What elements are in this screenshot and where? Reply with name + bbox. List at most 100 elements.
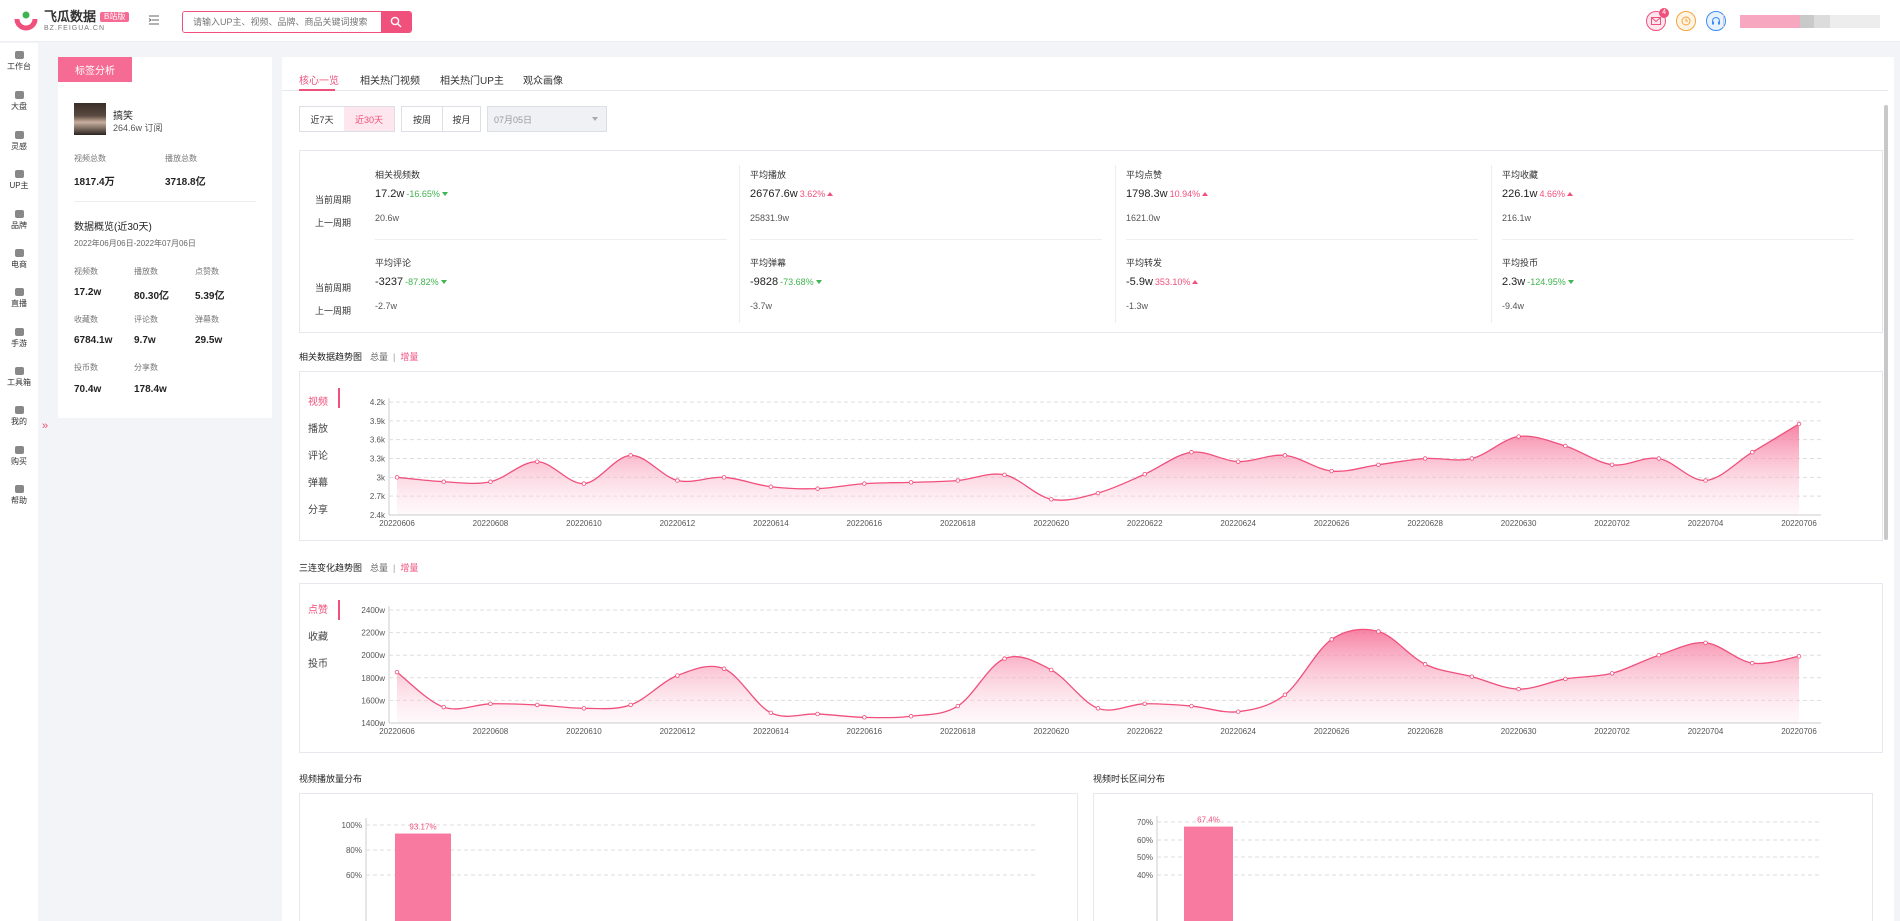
data-point <box>1095 490 1101 496</box>
nav-item-inspiration[interactable]: 灵感 <box>0 131 38 152</box>
data-point <box>1750 450 1755 455</box>
arrow-up-icon <box>1567 192 1574 197</box>
toggle-total-button[interactable]: 总量 <box>370 352 389 362</box>
message-button[interactable]: 4 <box>1646 8 1669 31</box>
trend-menu-play[interactable]: 播放 <box>308 424 328 435</box>
data-point <box>1236 459 1241 464</box>
metric-title: 平均播放 <box>750 170 787 180</box>
menu-toggle-icon[interactable] <box>148 14 160 26</box>
nav-label: 工具箱 <box>7 378 31 387</box>
data-point <box>1329 637 1334 642</box>
nav-item-live[interactable]: 直播 <box>0 288 38 309</box>
nav-item-mine[interactable]: 我的 <box>0 406 38 427</box>
data-point <box>1376 462 1381 467</box>
left-nav: 工作台 大盘 灵感 UP主 品牌 电商 直播 手游 工具箱 我的 购买 帮助 <box>0 43 38 921</box>
data-point <box>581 481 587 486</box>
trend-menu-comment[interactable]: 评论 <box>308 451 328 462</box>
nav-item-help[interactable]: 帮助 <box>0 485 38 506</box>
notification-count: 4 <box>1659 8 1669 18</box>
tab-hot-up[interactable]: 相关热门UP主 <box>440 76 504 87</box>
date-select[interactable]: 07月05日 <box>487 106 607 132</box>
collapse-arrow-icon[interactable]: » <box>42 420 49 432</box>
tab-core-overview[interactable]: 核心一览 <box>299 76 339 87</box>
toggle-total-button[interactable]: 总量 <box>370 563 389 573</box>
metric-previous: 25831.9w <box>750 213 790 223</box>
trend-title: 相关数据趋势图 <box>299 352 363 362</box>
toggle-increment-button[interactable]: 增量 <box>400 352 419 362</box>
data-point <box>581 706 587 711</box>
range-7-days-button[interactable]: 近7天 <box>310 114 334 125</box>
scrollbar[interactable] <box>1884 105 1888 540</box>
arrow-down-icon <box>440 280 447 285</box>
toggle-increment-button[interactable]: 增量 <box>400 563 419 573</box>
nav-label: 购买 <box>11 457 27 466</box>
bulb-icon <box>14 131 24 139</box>
metric-current-value: 2.3w <box>1502 276 1526 288</box>
data-point <box>862 715 867 720</box>
tab-hot-videos[interactable]: 相关热门视频 <box>360 76 420 87</box>
history-button[interactable] <box>1676 11 1696 31</box>
stats-divider <box>1502 239 1854 240</box>
search-button[interactable] <box>381 12 411 32</box>
data-point <box>768 484 774 489</box>
x-tick-label: 20220612 <box>660 727 696 736</box>
nav-label: 品牌 <box>11 221 27 230</box>
metric-current-value: 26767.6w <box>750 188 798 200</box>
nav-item-mobile-game[interactable]: 手游 <box>0 328 38 349</box>
sanlian-menu-coin[interactable]: 投币 <box>308 659 328 670</box>
sanlian-menu-like[interactable]: 点赞 <box>308 605 328 616</box>
search-input[interactable] <box>183 12 381 32</box>
tag-analysis-tab[interactable]: 标签分析 <box>58 57 132 82</box>
x-tick-label: 20220608 <box>473 519 509 528</box>
x-tick-label: 20220626 <box>1314 519 1350 528</box>
y-tick-label: 3.3k <box>370 455 386 464</box>
trend-menu-share[interactable]: 分享 <box>308 505 328 516</box>
nav-item-buy[interactable]: 购买 <box>0 446 38 467</box>
by-month-button[interactable]: 按月 <box>442 107 480 131</box>
nav-item-brand[interactable]: 品牌 <box>0 210 38 231</box>
data-point <box>1750 660 1755 666</box>
data-point <box>1703 640 1708 645</box>
metric-current: 1798.3w 10.94% <box>1126 188 1209 200</box>
overview-value: 9.7w <box>134 335 156 346</box>
x-tick-label: 20220620 <box>1033 519 1069 528</box>
sanlian-menu-favorite[interactable]: 收藏 <box>308 632 328 643</box>
clock-icon <box>1681 16 1691 26</box>
bar-data-label: 67.4% <box>1197 816 1220 825</box>
tab-audience[interactable]: 观众画像 <box>523 76 563 87</box>
data-point <box>721 666 727 671</box>
toolbox-icon <box>14 367 24 375</box>
duration-dist-title: 视频时长区间分布 <box>1093 774 1166 784</box>
nav-item-up[interactable]: UP主 <box>0 170 38 191</box>
stats-divider <box>1491 165 1492 323</box>
profile-subscribers: 264.6w 订阅 <box>113 123 163 133</box>
metric-current: -3237 -87.82% <box>375 276 447 288</box>
sanlian-area-chart: 1400w 1600w 1800w 2000w 2200w 2400w 20220606 20… <box>361 606 1821 736</box>
y-tick-label: 60% <box>346 871 362 880</box>
data-point <box>955 478 960 483</box>
nav-item-toolbox[interactable]: 工具箱 <box>0 367 38 388</box>
trend-menu-danmaku[interactable]: 弹幕 <box>308 478 328 489</box>
data-point <box>488 479 493 484</box>
nav-item-workbench[interactable]: 工作台 <box>0 51 38 72</box>
data-point <box>908 714 914 719</box>
logo[interactable]: 飞瓜数据 B站版 BZ.FEIGUA.CN <box>14 9 130 33</box>
play-dist-chart-box: 60% 80% 100% 93.17% <box>299 793 1078 921</box>
by-week-button[interactable]: 按周 <box>412 114 431 125</box>
duration-dist-chart-box: 40% 50% 60% 70% 67.4% <box>1093 793 1873 921</box>
nav-item-dashboard[interactable]: 大盘 <box>0 91 38 112</box>
overview-value: 17.2w <box>74 287 102 298</box>
support-button[interactable] <box>1706 11 1726 31</box>
nav-item-ecommerce[interactable]: 电商 <box>0 249 38 270</box>
card-icon <box>14 446 24 454</box>
metric-previous: -1.3w <box>1126 301 1149 311</box>
user-account[interactable] <box>1740 15 1880 28</box>
trend-menu-video[interactable]: 视频 <box>308 397 328 408</box>
range-30-days-button[interactable]: 近30天 <box>344 107 394 131</box>
help-icon <box>14 485 24 493</box>
y-tick-label: 70% <box>1137 818 1153 827</box>
overview-value: 70.4w <box>74 384 102 395</box>
x-tick-label: 20220616 <box>847 519 883 528</box>
nav-label: 工作台 <box>7 62 31 71</box>
